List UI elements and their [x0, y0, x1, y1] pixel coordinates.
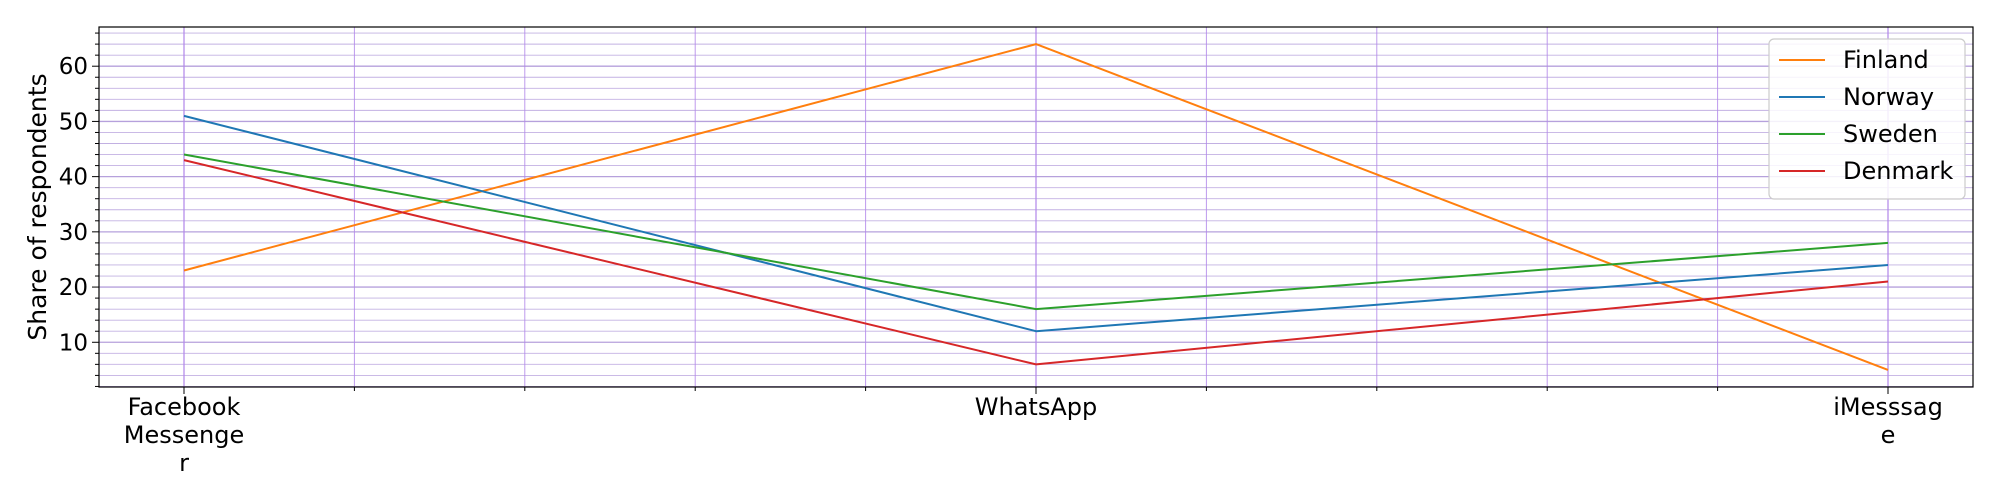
- y-tick-label: 30: [59, 220, 88, 246]
- legend-label-norway: Norway: [1843, 83, 1934, 111]
- x-tick-label: iMesssag e: [1833, 393, 1943, 449]
- y-tick-label: 10: [59, 330, 88, 356]
- series-lines: [183, 43, 1889, 371]
- legend: Finland Norway Sweden Denmark: [1768, 38, 1966, 200]
- y-tick-label: 40: [59, 165, 88, 191]
- legend-label-denmark: Denmark: [1843, 157, 1953, 185]
- legend-label-sweden: Sweden: [1843, 120, 1938, 148]
- series-line-sweden: [183, 153, 1889, 311]
- legend-label-finland: Finland: [1843, 46, 1929, 74]
- series-line-denmark: [183, 159, 1889, 366]
- y-tick-label: 60: [59, 54, 88, 80]
- y-tick-label: 20: [59, 275, 88, 301]
- y-tick-label: 50: [59, 109, 88, 135]
- y-axis-label: Share of respondents: [23, 73, 52, 340]
- x-axis: Facebook Messenge r WhatsApp iMesssag e: [124, 387, 1943, 477]
- grid-lines: [99, 27, 1973, 387]
- x-tick-label: Facebook Messenge r: [124, 393, 244, 477]
- y-axis: 10 20 30 40 50 60: [59, 32, 99, 387]
- series-line-finland: [183, 43, 1889, 371]
- series-line-norway: [183, 114, 1889, 333]
- x-tick-label: WhatsApp: [975, 393, 1097, 421]
- legend-box: [1768, 38, 1966, 200]
